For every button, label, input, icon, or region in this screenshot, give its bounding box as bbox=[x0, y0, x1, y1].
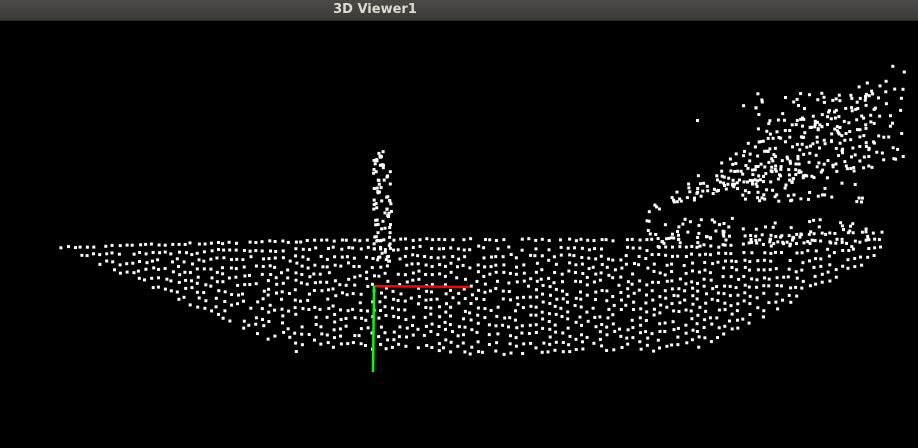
3d-viewport[interactable] bbox=[0, 21, 918, 448]
y-axis-line bbox=[371, 285, 376, 373]
point-cloud bbox=[59, 64, 906, 356]
point-cloud-canvas[interactable] bbox=[0, 21, 918, 448]
title-bar[interactable]: 3D Viewer1 bbox=[0, 0, 918, 21]
x-axis-line bbox=[373, 284, 471, 289]
coordinate-axes bbox=[371, 284, 471, 373]
window-title: 3D Viewer1 bbox=[333, 2, 417, 17]
